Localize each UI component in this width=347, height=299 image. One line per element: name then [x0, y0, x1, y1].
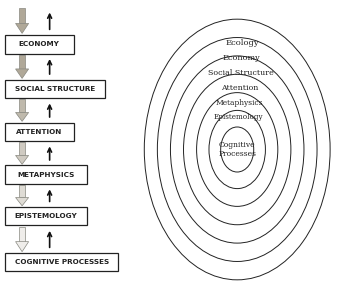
Text: ATTENTION: ATTENTION — [16, 129, 62, 135]
Text: Economy: Economy — [222, 54, 260, 62]
Ellipse shape — [197, 93, 278, 206]
Polygon shape — [16, 23, 29, 33]
Ellipse shape — [221, 127, 254, 172]
Ellipse shape — [157, 38, 317, 261]
FancyBboxPatch shape — [5, 253, 118, 271]
Text: Epistemology: Epistemology — [214, 113, 263, 121]
Polygon shape — [16, 69, 29, 78]
Bar — [19, 227, 25, 242]
Ellipse shape — [184, 74, 291, 225]
Text: SOCIAL STRUCTURE: SOCIAL STRUCTURE — [15, 86, 95, 92]
Ellipse shape — [144, 19, 330, 280]
FancyBboxPatch shape — [5, 35, 74, 54]
Bar — [19, 142, 25, 155]
Text: METAPHYSICS: METAPHYSICS — [17, 172, 75, 178]
Text: COGNITIVE PROCESSES: COGNITIVE PROCESSES — [15, 259, 109, 265]
Text: EPISTEMOLOGY: EPISTEMOLOGY — [15, 213, 78, 219]
Ellipse shape — [170, 56, 304, 243]
Text: Cognitive
Processes: Cognitive Processes — [218, 141, 256, 158]
Ellipse shape — [209, 110, 265, 189]
Polygon shape — [16, 155, 29, 164]
Text: Ecology: Ecology — [225, 39, 259, 47]
Bar — [19, 99, 25, 112]
Bar — [19, 185, 25, 197]
Polygon shape — [16, 197, 29, 206]
Bar — [19, 8, 25, 23]
Text: Social Structure: Social Structure — [208, 69, 273, 77]
Text: ECONOMY: ECONOMY — [19, 41, 60, 47]
Polygon shape — [16, 242, 29, 252]
FancyBboxPatch shape — [5, 165, 87, 184]
FancyBboxPatch shape — [5, 207, 87, 225]
Polygon shape — [16, 112, 29, 121]
Text: Metaphysics: Metaphysics — [215, 99, 263, 107]
FancyBboxPatch shape — [5, 80, 105, 98]
FancyBboxPatch shape — [5, 123, 74, 141]
Bar — [19, 55, 25, 69]
Text: Attention: Attention — [221, 84, 259, 92]
